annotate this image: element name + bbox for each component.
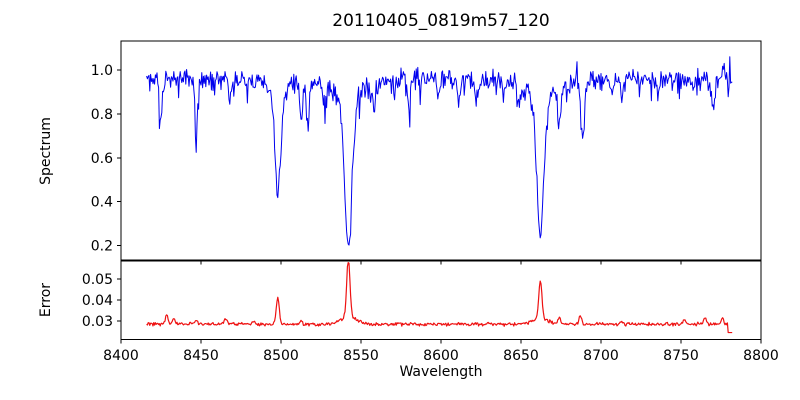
spectrum-y-tick-label: 0.4: [91, 195, 113, 211]
x-tick-label: 8650: [503, 348, 539, 364]
x-tick-label: 8550: [343, 348, 379, 364]
error-y-tick-label: 0.05: [82, 272, 113, 288]
error-line: [146, 262, 733, 334]
x-tick-label: 8600: [423, 348, 459, 364]
wavelength-x-axis-label: Wavelength: [399, 364, 483, 380]
x-tick-label: 8750: [663, 348, 699, 364]
spectrum-y-tick-label: 0.2: [91, 238, 113, 254]
x-tick-label: 8400: [103, 348, 139, 364]
spectrum-line: [146, 56, 733, 246]
x-tick-label: 8800: [743, 348, 779, 364]
chart-title: 20110405_0819m57_120: [332, 11, 550, 31]
spectrum-y-tick-label: 0.8: [91, 107, 113, 123]
spectrum-y-tick-label: 0.6: [91, 151, 113, 167]
x-tick-label: 8700: [583, 348, 619, 364]
error-y-tick-label: 0.04: [82, 293, 113, 309]
error-panel-frame: [120, 260, 762, 340]
x-tick-label: 8450: [183, 348, 219, 364]
x-tick-label: 8500: [263, 348, 299, 364]
spectrum-y-tick-label: 1.0: [91, 63, 113, 79]
error-y-tick-label: 0.03: [82, 314, 113, 330]
